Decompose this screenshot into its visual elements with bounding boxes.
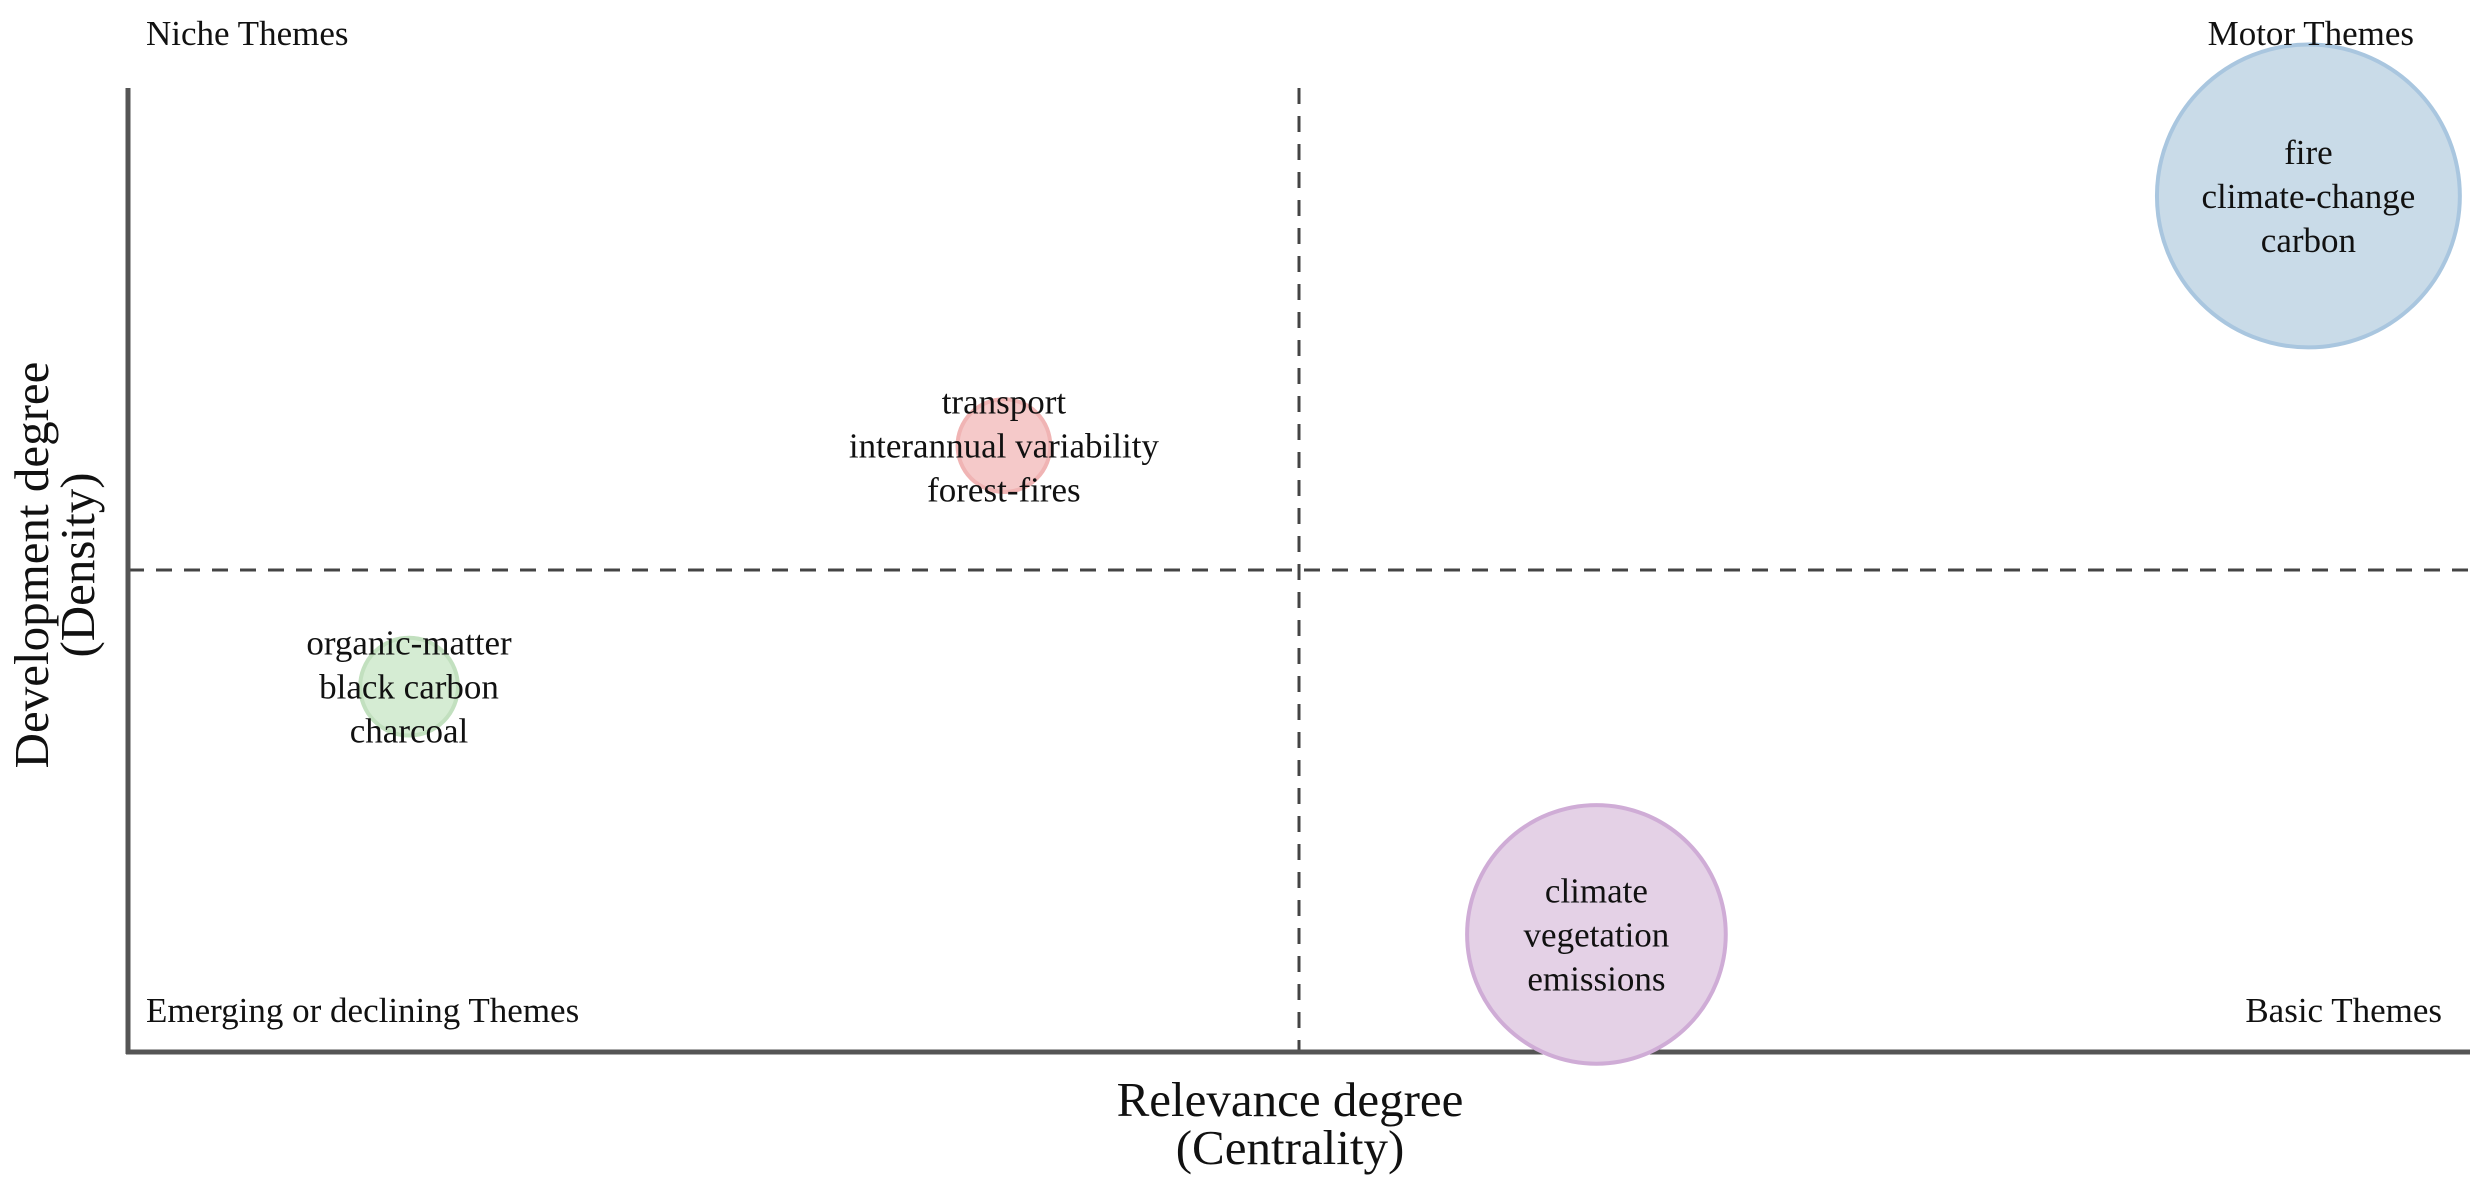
- axes: [125, 88, 2470, 1055]
- bubble-group: transport interannual variability forest-f…: [849, 383, 1160, 510]
- bubble-label: emissions: [1527, 959, 1665, 998]
- bubble-label: climate: [1545, 871, 1648, 910]
- bubble: [955, 397, 1053, 495]
- bubble-group: organic-matter black carbon charcoal: [306, 624, 512, 751]
- quadrant-label-niche: Niche Themes: [146, 14, 348, 53]
- bubble-group: fire climate-change carbon: [2154, 42, 2462, 350]
- y-axis-title: Development degree (Density): [4, 362, 105, 769]
- bubbles: fire climate-change carbon transport interan…: [306, 42, 2462, 1066]
- bubble: [2154, 42, 2462, 350]
- bubble-label: charcoal: [350, 712, 469, 751]
- quadrant-label-basic: Basic Themes: [2245, 991, 2442, 1030]
- x-axis-label: Relevance degree: [1117, 1072, 1464, 1127]
- bubble-label: carbon: [2261, 221, 2356, 260]
- bubble-label: vegetation: [1524, 915, 1670, 954]
- y-axis-sublabel: (Density): [50, 472, 105, 657]
- quadrant-dividers: [128, 88, 2470, 1052]
- bubble: [1465, 803, 1728, 1066]
- quadrant-label-emerging-declining: Emerging or declining Themes: [146, 991, 579, 1030]
- bubble-label: black carbon: [319, 668, 499, 707]
- x-axis-title: Relevance degree (Centrality): [1117, 1072, 1464, 1175]
- bubble-label: climate-change: [2202, 177, 2416, 216]
- bubble-label: forest-fires: [927, 471, 1081, 510]
- y-axis-label: Development degree: [4, 362, 59, 769]
- bubble: [358, 635, 460, 738]
- quadrant-label-motor: Motor Themes: [2208, 14, 2414, 53]
- bubble-label: interannual variability: [849, 427, 1160, 466]
- x-axis-sublabel: (Centrality): [1176, 1120, 1405, 1175]
- bubble-group: climate vegetation emissions: [1465, 803, 1728, 1066]
- quadrant-labels: Niche Themes Motor Themes Emerging or de…: [146, 14, 2442, 1030]
- bubble-label: fire: [2284, 133, 2333, 172]
- bubble-label: organic-matter: [306, 624, 512, 663]
- bubble-label: transport: [942, 383, 1067, 422]
